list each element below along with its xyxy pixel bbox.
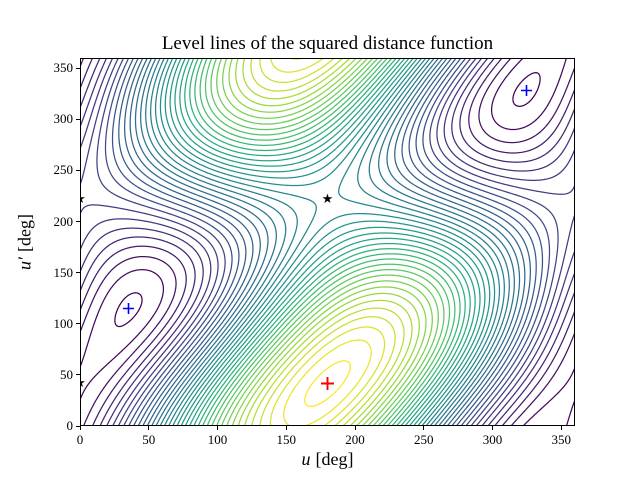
y-tick-label: 300 — [53, 111, 74, 127]
x-tick-label: 250 — [414, 432, 434, 447]
x-tick-mark — [423, 426, 425, 430]
y-tick-mark — [76, 169, 80, 171]
y-tick-label: 150 — [53, 264, 74, 280]
minimum-marker — [520, 85, 532, 97]
x-tick-mark — [492, 426, 493, 430]
y-tick-label: 200 — [53, 213, 74, 229]
y-tick-mark — [76, 323, 80, 325]
y-tick-mark — [76, 374, 80, 376]
saddle-marker: ★ — [321, 191, 334, 207]
x-axis-variable: u — [301, 449, 311, 469]
x-tick-label: 50 — [142, 432, 156, 447]
y-tick-label: 0 — [66, 418, 74, 433]
y-tick-mark — [76, 221, 80, 223]
saddle-marker: ★ — [80, 376, 87, 391]
x-tick-label: 200 — [345, 432, 365, 447]
y-tick-label: 350 — [53, 60, 74, 76]
x-tick-mark — [285, 426, 287, 430]
x-tick-label: 300 — [482, 432, 503, 447]
y-tick-mark — [76, 272, 80, 274]
saddle-marker: ★ — [80, 192, 87, 207]
x-tick-mark — [148, 426, 150, 430]
x-tick-label: 150 — [276, 432, 297, 447]
y-tick-mark — [76, 118, 80, 120]
y-axis-unit: [deg] — [14, 214, 35, 253]
y-tick-mark — [76, 425, 80, 427]
maximum-marker — [321, 377, 334, 391]
y-axis-variable: u′ — [14, 257, 35, 270]
chart-title: Level lines of the squared distance func… — [161, 33, 494, 54]
y-tick-label: 250 — [53, 162, 74, 178]
x-axis-label: u [deg] — [80, 449, 575, 470]
x-tick-label: 100 — [207, 432, 228, 447]
x-tick-mark — [560, 426, 562, 430]
y-tick-label: 50 — [60, 366, 73, 382]
x-tick-mark — [79, 426, 81, 430]
y-tick-label: 100 — [53, 315, 74, 331]
x-tick-label: 0 — [76, 432, 84, 447]
plot-area: ★ ★ ★ — [80, 58, 575, 426]
contour-canvas — [80, 58, 575, 426]
y-tick-mark — [76, 67, 80, 69]
x-tick-mark — [354, 426, 356, 430]
x-tick-label: 350 — [551, 432, 572, 447]
minimum-marker — [123, 302, 135, 314]
x-tick-mark — [217, 426, 218, 430]
x-axis-unit: [deg] — [315, 449, 354, 469]
